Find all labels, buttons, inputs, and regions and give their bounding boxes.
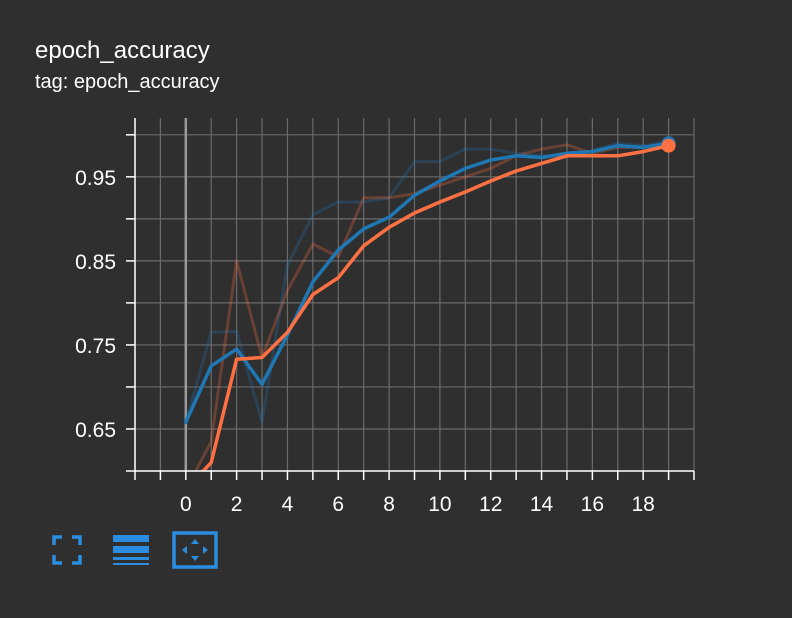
validation-data-point — [234, 357, 238, 361]
series-layer — [184, 139, 671, 491]
validation-data-point — [260, 355, 264, 359]
validation-data-point — [489, 179, 493, 183]
train-data-point — [209, 364, 213, 368]
validation-data-point — [463, 190, 467, 194]
train-data-point — [387, 215, 391, 219]
x-tick-label: 2 — [231, 493, 243, 516]
x-tick-label: 4 — [282, 493, 294, 516]
x-tick-label: 8 — [383, 493, 395, 516]
train-smoothed-line — [184, 141, 671, 425]
fullscreen-button[interactable] — [48, 530, 86, 570]
validation-end-marker — [661, 138, 676, 153]
validation-data-point — [361, 244, 365, 248]
validation-data-point — [285, 330, 289, 334]
train-data-point — [311, 280, 315, 284]
validation-data-point — [641, 149, 645, 153]
validation-smoothed-line — [200, 143, 671, 471]
y-tick-label: 0.85 — [75, 251, 116, 274]
line-chart[interactable]: 0.65 0.75 0.85 0.95 0 2 4 6 8 10 12 14 16 18 — [0, 0, 792, 520]
marker-layer — [661, 136, 676, 153]
validation-data-point — [311, 292, 315, 296]
grid-layer — [134, 118, 695, 472]
toggle-log-scale-button[interactable] — [108, 530, 154, 570]
train-data-point — [489, 158, 493, 162]
validation-data-point — [336, 275, 340, 279]
train-data-point — [514, 154, 518, 158]
train-data-point — [641, 145, 645, 149]
x-tick-label: 14 — [530, 493, 554, 516]
validation-data-point — [184, 487, 188, 491]
validation-raw-line — [193, 143, 669, 471]
y-tick-label: 0.75 — [75, 335, 116, 358]
train-data-point — [336, 248, 340, 252]
validation-data-point — [616, 154, 620, 158]
train-data-point — [463, 166, 467, 170]
validation-data-point — [438, 200, 442, 204]
y-tick-label: 0.65 — [75, 419, 116, 442]
train-data-point — [412, 193, 416, 197]
x-tick-label: 0 — [180, 493, 192, 516]
fullscreen-icon — [52, 535, 82, 565]
train-data-point — [539, 155, 543, 159]
y-tick-label: 0.95 — [75, 167, 116, 190]
x-tick-label: 10 — [428, 493, 451, 516]
chart-tag: tag: epoch_accuracy — [35, 71, 220, 93]
fit-domain-icon — [172, 531, 218, 569]
validation-data-point — [387, 225, 391, 229]
validation-data-point — [412, 211, 416, 215]
train-data-point — [234, 347, 238, 351]
fit-domain-button[interactable] — [171, 530, 219, 570]
toggle-log-scale-icon — [113, 535, 149, 565]
validation-data-point — [539, 161, 543, 165]
x-tick-label: 6 — [332, 493, 344, 516]
validation-data-point — [209, 460, 213, 464]
x-tick-label: 18 — [632, 493, 655, 516]
validation-data-point — [565, 154, 569, 158]
validation-data-point — [514, 169, 518, 173]
train-data-point — [184, 420, 188, 424]
train-data-point — [438, 179, 442, 183]
train-data-point — [361, 227, 365, 231]
train-data-point — [260, 382, 264, 386]
validation-data-point — [590, 154, 594, 158]
chart-title: epoch_accuracy — [35, 37, 210, 64]
x-tick-label: 12 — [479, 493, 502, 516]
train-data-point — [590, 149, 594, 153]
x-tick-label: 16 — [581, 493, 604, 516]
axis-layer: 0.65 0.75 0.85 0.95 0 2 4 6 8 10 12 14 16 18 — [75, 118, 695, 516]
train-data-point — [616, 144, 620, 148]
